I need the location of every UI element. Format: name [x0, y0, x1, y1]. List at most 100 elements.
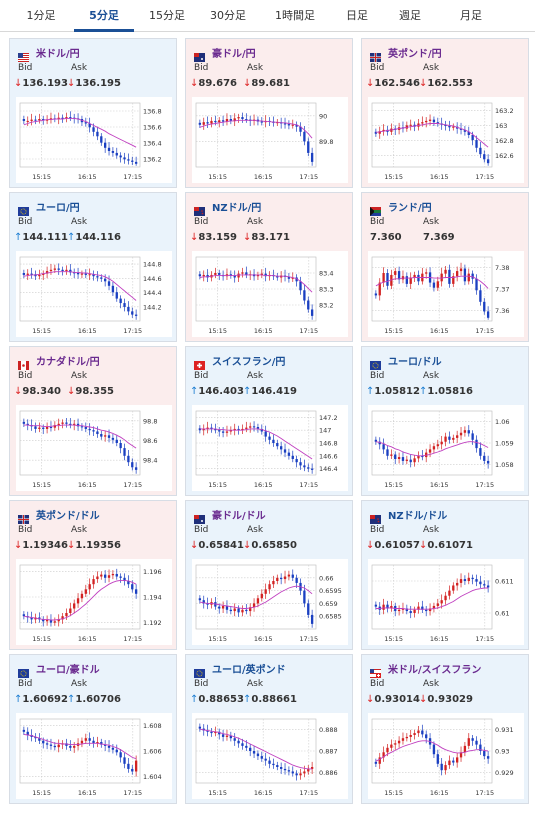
candle-body [22, 273, 26, 275]
candle-body [221, 605, 225, 609]
candle-body [417, 274, 420, 282]
candle-body [287, 770, 291, 772]
bid-label: Bid [370, 63, 385, 73]
candle-body [483, 584, 486, 586]
tab-5[interactable]: 日足 [346, 9, 368, 22]
mini-chart[interactable]: 15:15 16:15 17:15 0.888 0.887 0.886 [192, 713, 348, 799]
candlestick-chart: 15:15 16:15 17:15 0.888 0.887 0.886 [195, 718, 338, 797]
mini-chart[interactable]: 15:15 16:15 17:15 1.196 1.194 1.192 [16, 559, 172, 645]
pair-title-link[interactable]: 米ドル/スイスフラン [388, 665, 482, 676]
pair-title-link[interactable]: ランド/円 [388, 203, 432, 214]
mini-chart[interactable]: 15:15 16:15 17:15 163.2 163 162.8 162.6 [368, 97, 524, 183]
candle-body [57, 117, 60, 119]
tab-1[interactable]: 5分足 [74, 0, 134, 32]
x-tick-label: 17:15 [475, 327, 494, 335]
candle-body [475, 579, 478, 582]
pair-title-link[interactable]: ユーロ/ドル [388, 357, 442, 368]
rate-card-cad-jpy[interactable]: カナダドル/円 Bid Ask ↓98.340 ↓98.355 15:15 16:15 17:… [9, 346, 177, 496]
mini-chart[interactable]: 15:15 16:15 17:15 90 89.8 [192, 97, 348, 183]
pair-title-link[interactable]: カナダドル/円 [36, 357, 100, 368]
rate-card-eur-usd[interactable]: ユーロ/ドル Bid Ask ↑1.05812 ↑1.05816 15:15 16:15 17… [361, 346, 529, 496]
pair-title-link[interactable]: スイスフラン/円 [212, 357, 286, 368]
pair-title-link[interactable]: ユーロ/円 [36, 203, 80, 214]
rate-card-nzd-usd[interactable]: NZドル/ドル Bid Ask ↓0.61057 ↓0.61071 15:15 16:15 1… [361, 500, 529, 650]
rate-card-nzd-jpy[interactable]: NZドル/円 Bid Ask ↓83.159 ↓83.171 15:15 16:15 17:1… [185, 192, 353, 342]
mini-chart[interactable]: 15:15 16:15 17:15 7.38 7.37 7.36 [368, 251, 524, 337]
candle-body [382, 129, 385, 132]
mini-chart[interactable]: 15:15 16:15 17:15 98.8 98.6 98.4 [16, 405, 172, 491]
mini-chart[interactable]: 15:15 16:15 17:15 147.2 147 146.8 146.6 146.4 [192, 405, 348, 491]
candle-body [210, 731, 213, 734]
x-tick-label: 15:15 [208, 481, 227, 489]
rate-card-chf-jpy[interactable]: スイスフラン/円 Bid Ask ↑146.403 ↑146.419 15:15 16:15… [185, 346, 353, 496]
candle-body [73, 603, 76, 609]
rate-card-zar-jpy[interactable]: ランド/円 Bid Ask 7.360 7.369 15:15 16:15 17:15 7.38… [361, 192, 529, 342]
mini-chart[interactable]: 15:15 16:15 17:15 144.8 144.6 144.4 144.2 [16, 251, 172, 337]
pair-title-link[interactable]: 米ドル/円 [36, 49, 80, 60]
candlestick-chart: 15:15 16:15 17:15 163.2 163 162.8 162.6 [371, 102, 514, 181]
pair-title-link[interactable]: ユーロ/豪ドル [36, 665, 100, 676]
candle-body [378, 441, 381, 445]
pair-title-link[interactable]: 豪ドル/ドル [212, 511, 266, 522]
mini-chart[interactable]: 15:15 16:15 17:15 83.4 83.3 83.2 [192, 251, 348, 337]
mini-chart[interactable]: 15:15 16:15 17:15 1.608 1.606 1.604 [16, 713, 172, 799]
candle-body [245, 609, 248, 612]
rate-card-gbp-jpy[interactable]: 英ポンド/円 Bid Ask ↓162.546 ↓162.553 15:15 16:15 17… [361, 38, 529, 188]
rate-card-eur-aud[interactable]: ユーロ/豪ドル Bid Ask ↑1.60692 ↑1.60706 15:15 16:15 1… [9, 654, 177, 804]
candle-body [260, 756, 263, 759]
x-tick-label: 16:15 [430, 481, 449, 489]
tab-6[interactable]: 週足 [399, 9, 421, 22]
pair-title-link[interactable]: 英ポンド/ドル [36, 511, 100, 522]
mini-chart[interactable]: 15:15 16:15 17:15 0.611 0.61 [368, 559, 524, 645]
x-tick-label: 15:15 [208, 173, 227, 181]
rate-card-aud-jpy[interactable]: 豪ドル/円 Bid Ask ↓89.676 ↓89.681 15:15 16:15 17:15… [185, 38, 353, 188]
rate-card-eur-jpy[interactable]: ユーロ/円 Bid Ask ↑144.111 ↑144.116 15:15 16:15 17:… [9, 192, 177, 342]
candle-body [134, 161, 138, 164]
candle-body [444, 436, 447, 442]
candle-body [233, 118, 236, 121]
pair-title-link[interactable]: NZドル/円 [212, 203, 262, 214]
mini-chart[interactable]: 15:15 16:15 17:15 136.8 136.6 136.4 136.2 [16, 97, 172, 183]
tab-7[interactable]: 月足 [460, 9, 482, 22]
mini-chart[interactable]: 15:15 16:15 17:15 0.66 0.6595 0.659 0.6585 [192, 559, 348, 645]
candle-body [202, 122, 205, 125]
x-tick-label: 15:15 [32, 635, 51, 643]
pair-title-link[interactable]: 豪ドル/円 [212, 49, 256, 60]
pair-title-link[interactable]: NZドル/ドル [388, 511, 448, 522]
candle-body [69, 608, 72, 613]
rate-card-usd-chf[interactable]: 米ドル/スイスフラン Bid Ask ↓0.93014 ↓0.93029 15:15 16:… [361, 654, 529, 804]
rate-card-usd-jpy[interactable]: 米ドル/円 Bid Ask ↓136.193 ↓136.195 15:15 16:15 17:… [9, 38, 177, 188]
pair-title-link[interactable]: 英ポンド/円 [388, 49, 442, 60]
flag-us-ch-icon [370, 663, 381, 678]
candle-body [471, 273, 474, 279]
candle-body [425, 272, 428, 274]
candle-body [42, 273, 45, 275]
tab-3[interactable]: 30分足 [210, 9, 246, 22]
bid-price: 0.61057 [374, 540, 420, 551]
rate-card-aud-usd[interactable]: 豪ドル/ドル Bid Ask ↓0.65841 ↓0.65850 15:15 16:15 17… [185, 500, 353, 650]
candle-body [382, 604, 385, 610]
x-tick-label: 15:15 [208, 635, 227, 643]
tab-0[interactable]: 1分足 [26, 9, 56, 22]
rate-card-gbp-usd[interactable]: 英ポンド/ドル Bid Ask ↓1.19346 ↓1.19356 15:15 16:15 1… [9, 500, 177, 650]
candle-body [69, 117, 72, 119]
rate-card-eur-gbp[interactable]: ユーロ/英ポンド Bid Ask ↑0.88653 ↑0.88661 15:15 16:15… [185, 654, 353, 804]
candle-body [252, 426, 256, 428]
candlestick-chart: 15:15 16:15 17:15 136.8 136.6 136.4 136.2 [19, 102, 162, 181]
mini-chart[interactable]: 15:15 16:15 17:15 0.931 0.93 0.929 [368, 713, 524, 799]
tab-2[interactable]: 15分足 [149, 9, 185, 22]
candle-body [34, 426, 37, 429]
candle-body [382, 752, 385, 758]
tab-4[interactable]: 1時間足 [275, 9, 315, 22]
candle-body [80, 273, 84, 275]
candle-body [237, 608, 240, 613]
candle-body [448, 436, 451, 440]
candle-body [76, 273, 80, 275]
pair-title-link[interactable]: ユーロ/英ポンド [212, 665, 286, 676]
candle-body [405, 608, 408, 612]
candle-body [283, 576, 287, 580]
ask-price: 98.355 [75, 386, 114, 397]
mini-chart[interactable]: 15:15 16:15 17:15 1.06 1.059 1.058 [368, 405, 524, 491]
candle-body [378, 282, 381, 296]
candle-body [198, 122, 202, 125]
